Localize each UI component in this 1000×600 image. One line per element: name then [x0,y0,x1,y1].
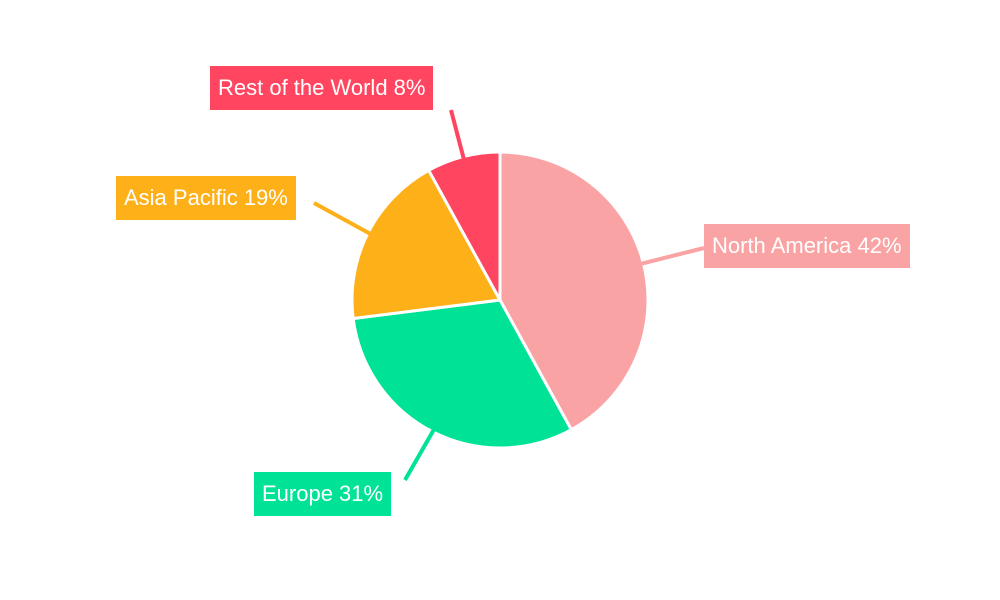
leader-line [449,109,467,162]
leader-line [638,246,705,267]
data-label: Rest of the World 8% [210,66,434,110]
data-label: Asia Pacific 19% [116,176,296,220]
leader-line [313,201,373,237]
leader-line [403,427,437,481]
data-label: North America 42% [704,224,910,268]
data-label: Europe 31% [254,472,392,516]
